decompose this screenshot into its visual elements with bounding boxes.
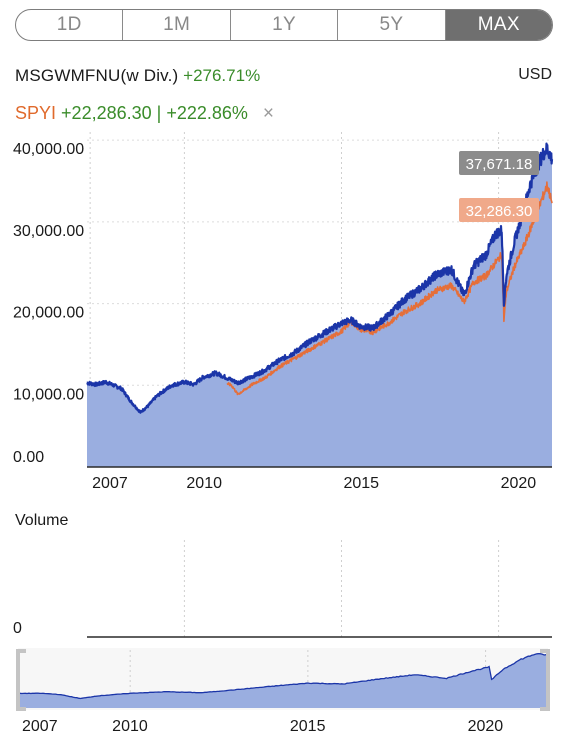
main-series-line [86,142,554,414]
price-x-tick-label: 2007 [92,475,128,492]
price-gridlines [87,132,552,468]
main-badge-label: 37,671.18 [466,156,533,173]
navigator-left-handle[interactable] [16,649,26,711]
main-badge-background [459,151,539,175]
price-y-tick-label: 10,000.00 [13,386,84,403]
range-5y-button[interactable]: 5Y [338,10,446,40]
main-ticker-label: MSGWMFNU(w Div.) [15,66,179,85]
volume-panel: Volume 0 [13,512,552,638]
compare-ticker-label: SPYI [15,103,57,123]
range-navigator[interactable]: 2007 2010 2015 2020 [16,648,550,735]
price-chart: 40,000.00 30,000.00 20,000.00 10,000.00 0.00… [13,132,554,492]
price-y-tick-label: 30,000.00 [13,223,84,240]
price-x-tick-label: 2015 [343,475,379,492]
compare-series-legend: SPYI +22,286.30 | +222.86% × [15,103,274,125]
navigator-x-tick-label: 2007 [22,718,58,735]
price-y-tick-label: 40,000.00 [13,141,84,158]
price-y-tick-label: 0.00 [13,449,44,466]
range-1d-button[interactable]: 1D [16,10,124,40]
price-y-tick-label: 20,000.00 [13,305,84,322]
navigator-x-tick-label: 2015 [290,718,326,735]
main-series-legend: MSGWMFNU(w Div.) +276.71% [15,66,260,86]
main-last-value-badge: 37,671.18 [459,151,539,175]
navigator-line [19,652,547,700]
main-change-value: +276.71% [183,66,261,85]
compare-change-value: +22,286.30 | +222.86% [61,103,248,123]
volume-title: Volume [15,512,68,529]
navigator-x-axis: 2007 2010 2015 2020 [22,718,503,735]
navigator-x-tick-label: 2010 [112,718,148,735]
currency-label: USD [518,66,552,83]
price-x-tick-label: 2020 [501,475,537,492]
volume-y-tick: 0 [13,620,22,637]
price-y-axis: 40,000.00 30,000.00 20,000.00 10,000.00 0.00 [13,141,84,466]
navigator-area [20,653,546,708]
compare-last-value-badge: 32,286.30 [459,198,539,222]
navigator-right-handle[interactable] [540,649,550,711]
range-selector: 1D 1M 1Y 5Y MAX [15,9,553,41]
compare-badge-label: 32,286.30 [466,203,533,220]
range-max-button[interactable]: MAX [445,10,552,40]
main-series-area [87,143,552,467]
price-x-tick-label: 2010 [186,475,222,492]
compare-series-line [226,181,553,396]
price-x-axis: 2007 2010 2015 2020 [92,475,536,492]
remove-compare-icon[interactable]: × [262,103,275,124]
navigator-x-tick-label: 2020 [468,718,504,735]
range-1m-button[interactable]: 1M [123,10,231,40]
range-1y-button[interactable]: 1Y [231,10,339,40]
volume-gridlines [183,540,500,637]
compare-badge-background [459,198,539,222]
